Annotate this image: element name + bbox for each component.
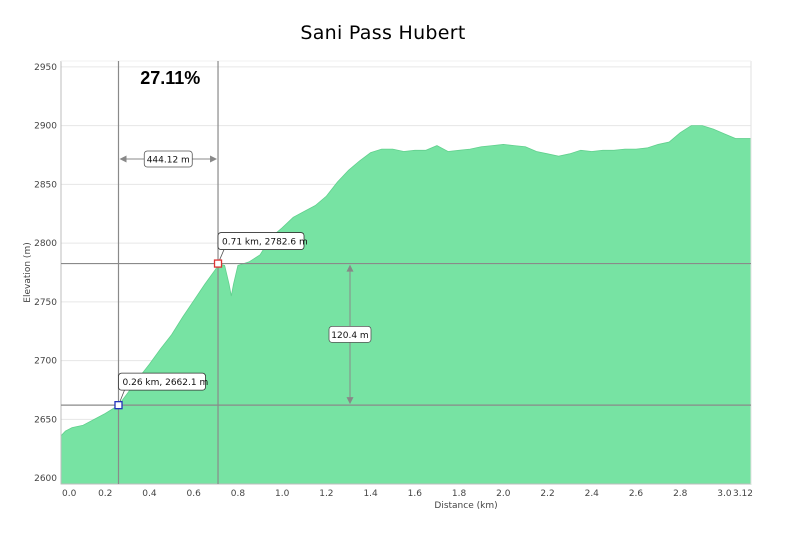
annotation-layer: 27.11% 444.12 m 120.4 m 0.26 km, 2662.1 m 0.…: [114, 68, 372, 410]
y-tick-label: 2900: [34, 122, 57, 132]
marker-2-point: [213, 259, 223, 268]
marker-2-callout-box: [217, 232, 305, 250]
reference-lines: [61, 61, 751, 484]
y-tick-label: 2700: [34, 357, 57, 367]
x-tick-label: 0.2: [98, 489, 112, 499]
x-tick-label: 2.6: [629, 489, 644, 499]
horizontal-measure-arrow-left: [119, 155, 127, 163]
x-tick-label: 1.0: [275, 489, 290, 499]
y-tick-label: 2850: [34, 180, 57, 190]
x-tick-label: 3.12: [733, 489, 753, 499]
x-axis-title: Distance (km): [434, 501, 497, 511]
axis-layer: 2600 2650 2700 2750 2800 2850 2900 2950 0.0 0.2 0.…: [23, 63, 753, 511]
y-tick-label: 2750: [34, 298, 57, 308]
x-tick-label: 0.4: [142, 489, 157, 499]
elevation-area: [60, 125, 752, 485]
plot-frame: [60, 60, 752, 485]
x-tick-label: 2.2: [540, 489, 554, 499]
x-tick-label: 0.0: [62, 489, 77, 499]
marker-1-callout-box: [118, 372, 206, 391]
vertical-measure-arrow-bottom: [346, 397, 354, 405]
vertical-measure-label: 120.4 m: [331, 331, 368, 341]
grade-percent-label: 27.11%: [140, 68, 200, 88]
y-axis-title: Elevation (m): [23, 242, 33, 302]
horizontal-measure-label: 444.12 m: [147, 156, 190, 166]
chart-title: Sani Pass Hubert: [300, 22, 466, 44]
y-tick-label: 2650: [34, 415, 57, 425]
x-tick-label: 0.8: [231, 489, 246, 499]
vertical-measure-box: [328, 325, 372, 343]
y-tick-label: 2800: [34, 239, 57, 249]
y-tick-label: 2600: [34, 474, 57, 484]
marker-1-point: [114, 401, 123, 410]
x-tick-label: 1.2: [319, 489, 333, 499]
horizontal-measure-arrow-right: [210, 155, 218, 163]
marker-2-callout-label: 0.71 km, 2782.6 m: [222, 238, 308, 248]
x-tick-label: 2.0: [496, 489, 511, 499]
x-tick-label: 3.0: [717, 489, 732, 499]
y-tick-label: 2950: [34, 63, 57, 73]
x-tick-label: 2.8: [673, 489, 688, 499]
x-tick-label: 1.6: [408, 489, 423, 499]
x-tick-label: 0.6: [187, 489, 202, 499]
x-tick-label: 1.8: [452, 489, 467, 499]
x-tick-label: 1.4: [363, 489, 378, 499]
marker-1-callout-label: 0.26 km, 2662.1 m: [123, 378, 209, 388]
horizontal-measure-box: [143, 150, 193, 168]
x-tick-label: 2.4: [585, 489, 600, 499]
vertical-measure-arrow-top: [346, 264, 354, 272]
